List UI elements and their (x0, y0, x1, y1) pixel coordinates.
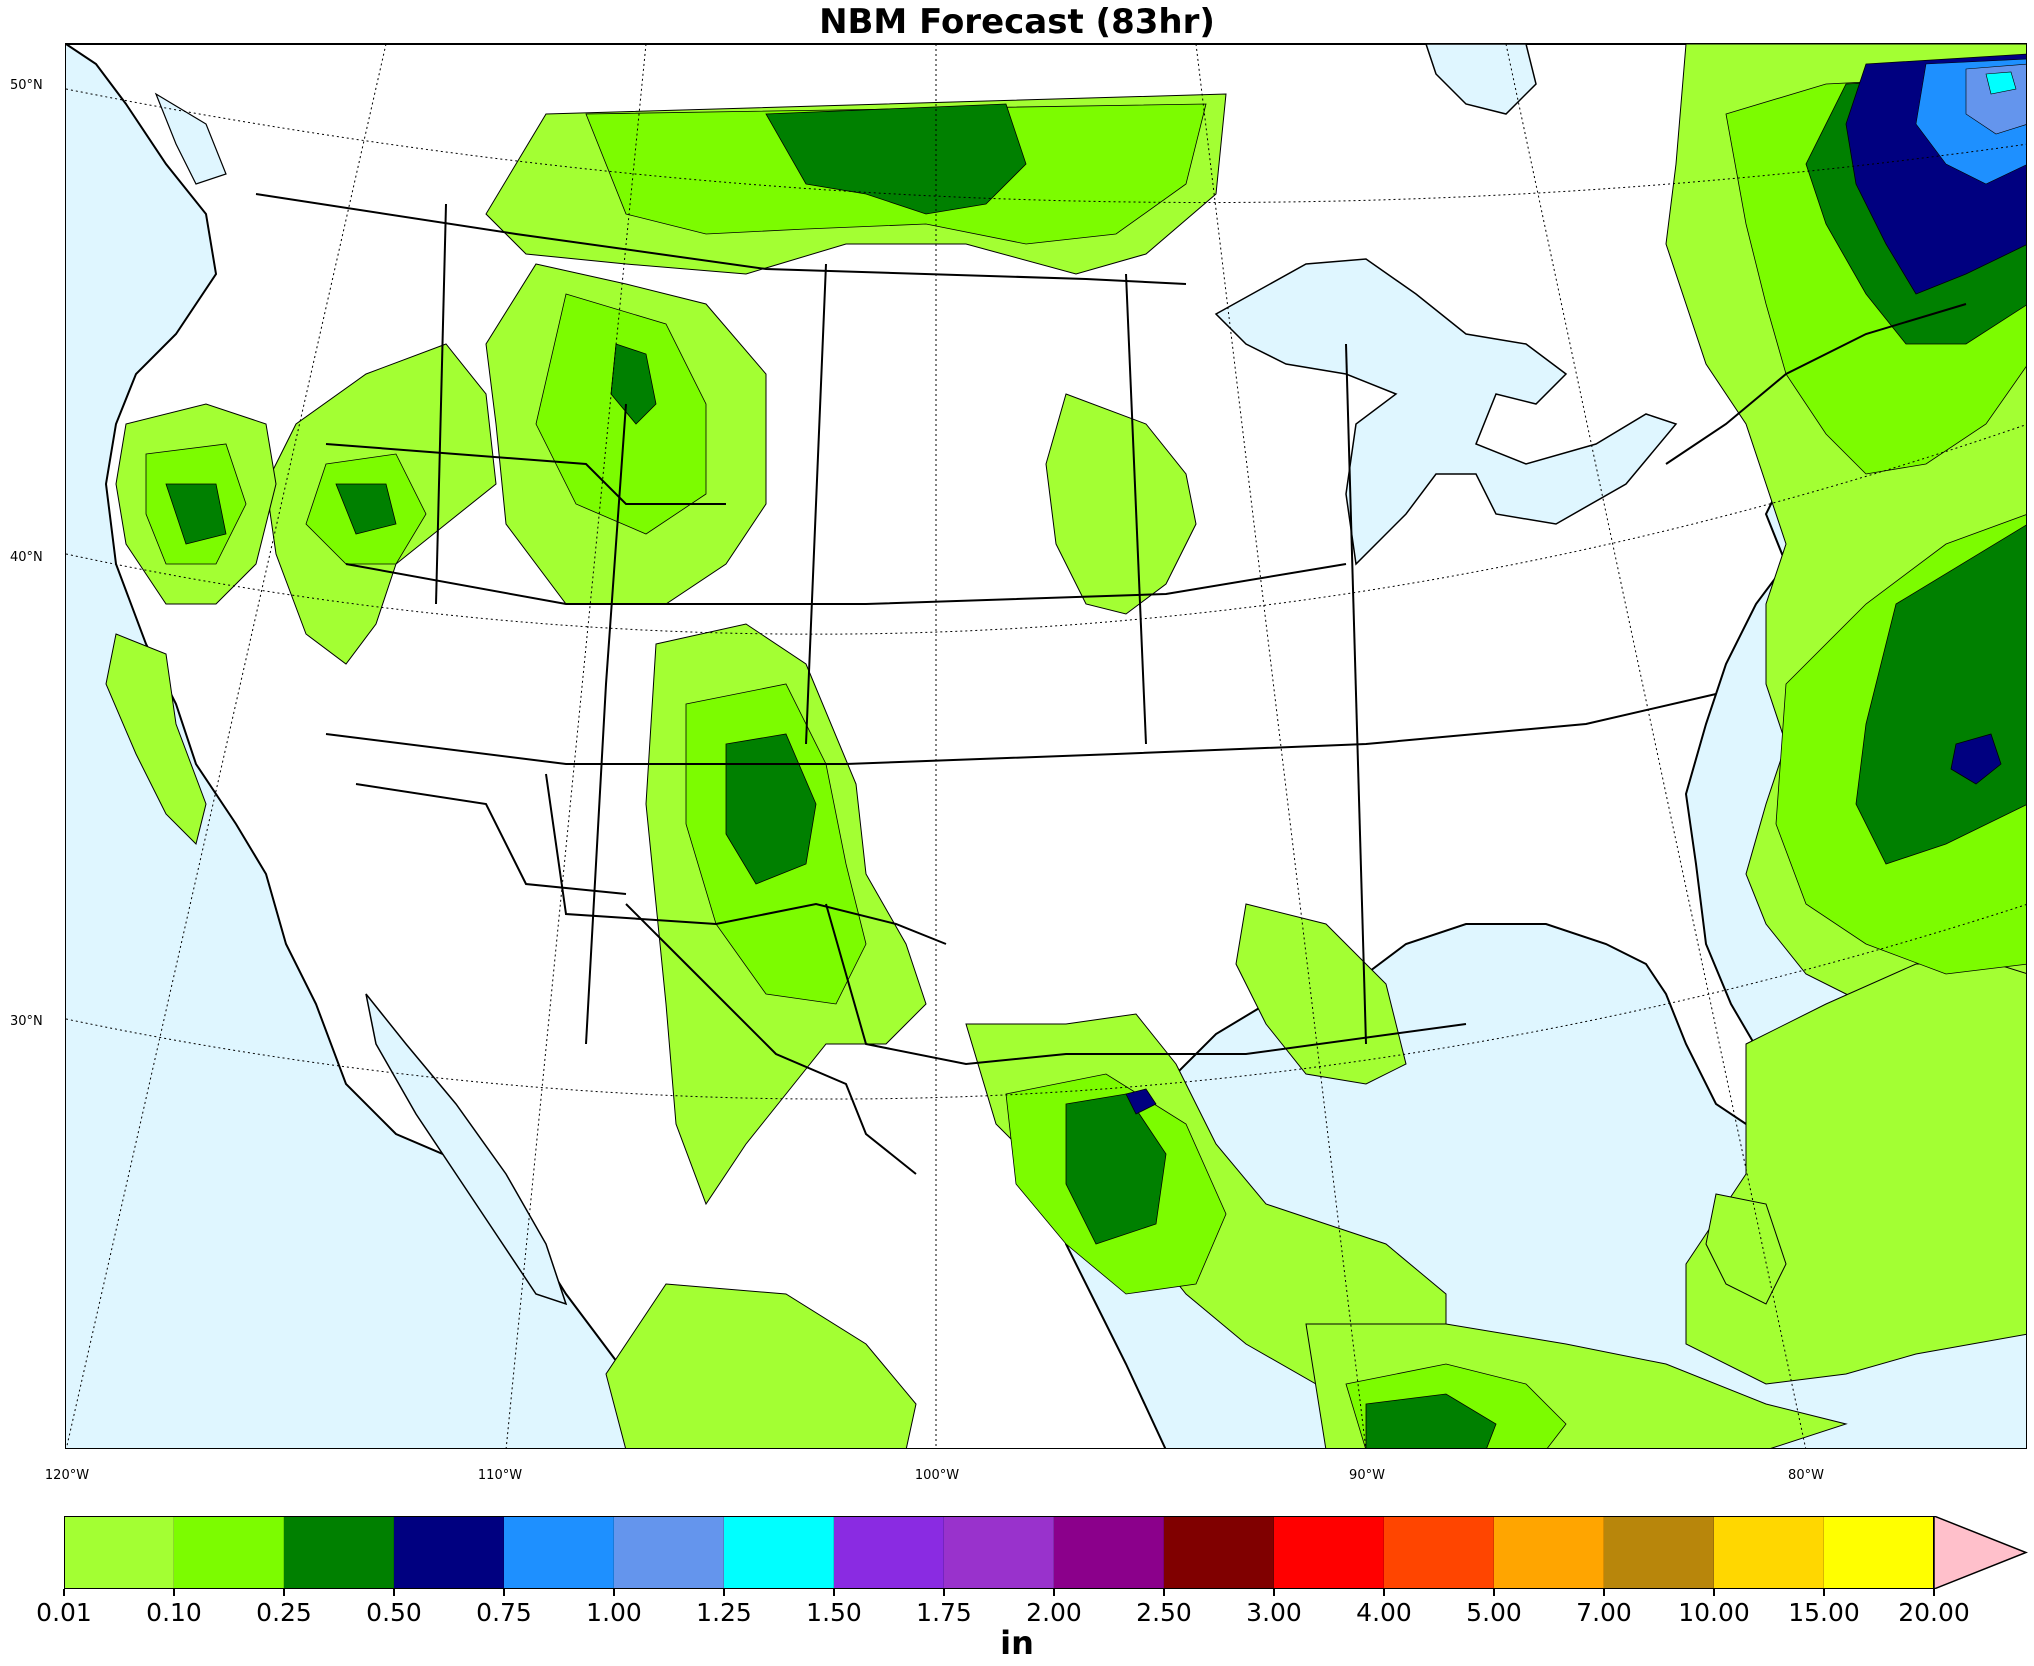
borders (255, 193, 1967, 1175)
colorbar-tick-mark (63, 1589, 65, 1596)
colorbar-segment (174, 1516, 284, 1589)
colorbar-tick-mark (283, 1589, 285, 1596)
lon-label-90w: 90°W (1349, 1468, 1385, 1483)
colorbar-extend-arrow (1934, 1516, 2028, 1589)
colorbar-tick-mark (393, 1589, 395, 1596)
colorbar-segment (284, 1516, 394, 1589)
colorbar-tick-label: 0.10 (146, 1598, 202, 1627)
chart-title: NBM Forecast (83hr) (819, 2, 1215, 42)
colorbar-tick-mark (173, 1589, 175, 1596)
colorbar-tick-label: 20.00 (1898, 1598, 1970, 1627)
colorbar-tick-label: 7.00 (1576, 1598, 1632, 1627)
colorbar-tick-label: 0.01 (36, 1598, 92, 1627)
colorbar-segment (504, 1516, 614, 1589)
colorbar-segment (614, 1516, 724, 1589)
colorbar-tick-mark (1493, 1589, 1495, 1596)
colorbar-tick-label: 1.00 (586, 1598, 642, 1627)
colorbar-tick-mark (1383, 1589, 1385, 1596)
colorbar-tick-mark (1933, 1589, 1935, 1596)
colorbar-tick-label: 2.00 (1026, 1598, 1082, 1627)
forecast-map (65, 43, 2027, 1449)
colorbar-segment (1604, 1516, 1714, 1589)
colorbar-tick-label: 4.00 (1356, 1598, 1412, 1627)
colorbar-tick-label: 15.00 (1788, 1598, 1860, 1627)
colorbar-tick-label: 10.00 (1678, 1598, 1750, 1627)
colorbar-tick-mark (943, 1589, 945, 1596)
colorbar-segment (1714, 1516, 1824, 1589)
colorbar-tick-mark (833, 1589, 835, 1596)
graticule (66, 44, 2026, 1448)
colorbar-tick-label: 5.00 (1466, 1598, 1522, 1627)
lon-label-100w: 100°W (914, 1468, 960, 1483)
colorbar-tick-label: 0.50 (366, 1598, 422, 1627)
precip-1.25 (1985, 71, 2017, 95)
colorbar (64, 1516, 1934, 1589)
colorbar-tick-mark (503, 1589, 505, 1596)
colorbar-segment (1274, 1516, 1384, 1589)
colorbar-tick-mark (1163, 1589, 1165, 1596)
colorbar-segment (1824, 1516, 1934, 1589)
lon-label-80w: 80°W (1788, 1468, 1824, 1483)
gulf-of-california (365, 993, 568, 1306)
lat-label-50n: 50°N (10, 78, 43, 93)
colorbar-tick-label: 0.75 (476, 1598, 532, 1627)
colorbar-tick-label: 0.25 (256, 1598, 312, 1627)
colorbar-segment (1384, 1516, 1494, 1589)
colorbar-tick-label: 1.50 (806, 1598, 862, 1627)
puget-sound (154, 92, 227, 185)
colorbar-segment (64, 1516, 174, 1589)
colorbar-units: in (1000, 1624, 1034, 1662)
colorbar-tick-mark (1823, 1589, 1825, 1596)
colorbar-segment (394, 1516, 504, 1589)
precip-0.25 (165, 73, 2026, 1448)
hudson-bay (1425, 44, 1537, 115)
colorbar-tick-mark (1273, 1589, 1275, 1596)
colorbar-segment (834, 1516, 944, 1589)
colorbar-tick-mark (1053, 1589, 1055, 1596)
colorbar-segment (1054, 1516, 1164, 1589)
great-lakes (1214, 258, 1678, 566)
colorbar-segment (1164, 1516, 1274, 1589)
map-canvas (66, 44, 2026, 1448)
colorbar-tick-label: 1.25 (696, 1598, 752, 1627)
lon-label-120w: 120°W (44, 1468, 90, 1483)
lat-label-40n: 40°N (10, 550, 43, 565)
colorbar-tick-mark (1603, 1589, 1605, 1596)
colorbar-segment (944, 1516, 1054, 1589)
colorbar-tick-label: 1.75 (916, 1598, 972, 1627)
colorbar-tick-mark (613, 1589, 615, 1596)
colorbar-tick-label: 2.50 (1136, 1598, 1192, 1627)
lat-label-30n: 30°N (10, 1014, 43, 1029)
lon-label-110w: 110°W (477, 1468, 523, 1483)
land-north-america (66, 44, 1888, 1448)
colorbar-tick-mark (1713, 1589, 1715, 1596)
colorbar-tick-mark (723, 1589, 725, 1596)
colorbar-segment (724, 1516, 834, 1589)
colorbar-tick-label: 3.00 (1246, 1598, 1302, 1627)
colorbar-segment (1494, 1516, 1604, 1589)
